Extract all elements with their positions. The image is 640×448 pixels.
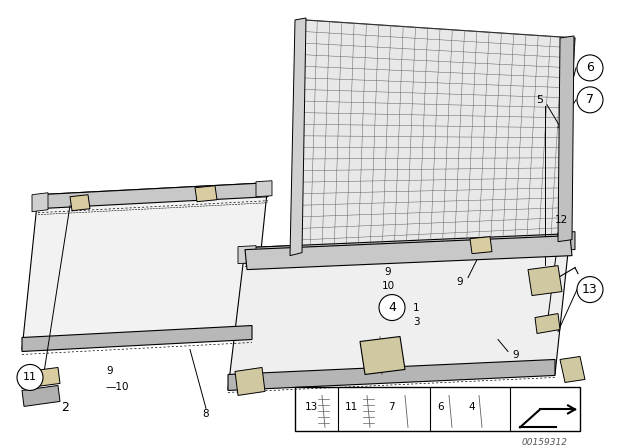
Text: 8: 8 xyxy=(203,409,209,419)
Circle shape xyxy=(577,276,603,302)
Text: 1: 1 xyxy=(413,302,419,313)
Circle shape xyxy=(577,55,603,81)
Text: 9: 9 xyxy=(106,366,113,376)
Text: 6: 6 xyxy=(586,61,594,74)
Polygon shape xyxy=(20,367,60,388)
Text: 4: 4 xyxy=(388,301,396,314)
Text: 2: 2 xyxy=(61,401,69,414)
Text: 7: 7 xyxy=(388,402,395,413)
Polygon shape xyxy=(195,186,217,202)
Text: 9: 9 xyxy=(513,350,519,361)
Text: 9: 9 xyxy=(385,267,391,276)
Polygon shape xyxy=(470,237,492,254)
Polygon shape xyxy=(256,181,272,197)
Bar xyxy=(295,388,580,431)
Text: 12: 12 xyxy=(554,215,568,225)
Text: 00159312: 00159312 xyxy=(522,438,568,447)
Polygon shape xyxy=(32,193,48,212)
Circle shape xyxy=(17,365,43,391)
Text: 9: 9 xyxy=(457,276,463,287)
Text: —10: —10 xyxy=(106,383,129,392)
Polygon shape xyxy=(238,246,256,263)
Polygon shape xyxy=(298,20,575,252)
Polygon shape xyxy=(558,36,574,241)
Polygon shape xyxy=(535,314,560,333)
Text: 5: 5 xyxy=(536,95,543,105)
Text: 7: 7 xyxy=(586,93,594,106)
Text: 3: 3 xyxy=(413,317,419,327)
Polygon shape xyxy=(290,18,306,256)
Polygon shape xyxy=(245,236,572,270)
Polygon shape xyxy=(22,385,60,406)
Polygon shape xyxy=(22,183,268,349)
Polygon shape xyxy=(235,367,265,396)
Polygon shape xyxy=(528,266,562,296)
Circle shape xyxy=(379,295,405,320)
Polygon shape xyxy=(228,234,570,389)
Polygon shape xyxy=(228,359,555,391)
Polygon shape xyxy=(22,326,252,352)
Text: 11: 11 xyxy=(345,402,358,413)
Polygon shape xyxy=(560,357,585,383)
Polygon shape xyxy=(360,336,405,375)
Polygon shape xyxy=(245,234,570,263)
Text: 11: 11 xyxy=(23,372,37,383)
Text: 4: 4 xyxy=(468,402,475,413)
Text: 13: 13 xyxy=(582,283,598,296)
Polygon shape xyxy=(70,195,90,211)
Text: 10: 10 xyxy=(381,280,395,291)
Text: 13: 13 xyxy=(305,402,318,413)
Text: 6: 6 xyxy=(437,402,444,413)
Circle shape xyxy=(577,87,603,113)
Polygon shape xyxy=(558,232,575,250)
Polygon shape xyxy=(38,183,268,209)
